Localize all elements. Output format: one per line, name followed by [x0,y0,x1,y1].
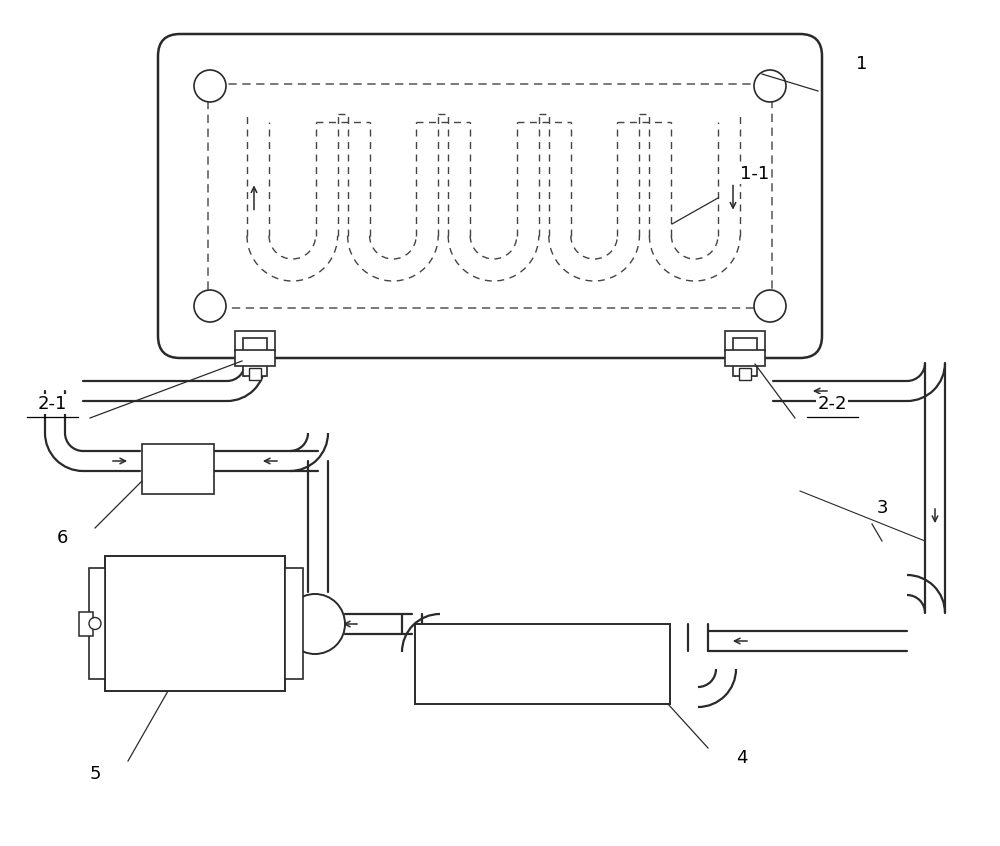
Text: 1-1: 1-1 [740,165,770,183]
Text: 3: 3 [876,499,888,517]
Bar [739,368,751,380]
FancyBboxPatch shape [158,34,822,358]
Circle shape [194,290,226,322]
Bar [285,568,303,679]
Circle shape [89,618,101,629]
Bar [79,612,93,635]
Bar [725,331,765,351]
Bar [733,338,757,376]
Bar [725,350,765,366]
Bar [142,444,214,494]
Bar [415,624,670,704]
Bar [249,368,261,380]
Bar [235,331,275,351]
Bar [89,568,105,679]
Text: 2-1: 2-1 [37,395,67,413]
Bar [105,556,285,691]
Bar [243,338,267,376]
Text: 5: 5 [89,765,101,783]
Circle shape [754,70,786,102]
Text: 2-2: 2-2 [817,395,847,413]
Circle shape [285,594,345,654]
Text: 4: 4 [736,749,748,767]
Text: 1: 1 [856,55,868,73]
Circle shape [754,290,786,322]
Circle shape [194,70,226,102]
Text: 6: 6 [56,529,68,547]
Bar [235,350,275,366]
